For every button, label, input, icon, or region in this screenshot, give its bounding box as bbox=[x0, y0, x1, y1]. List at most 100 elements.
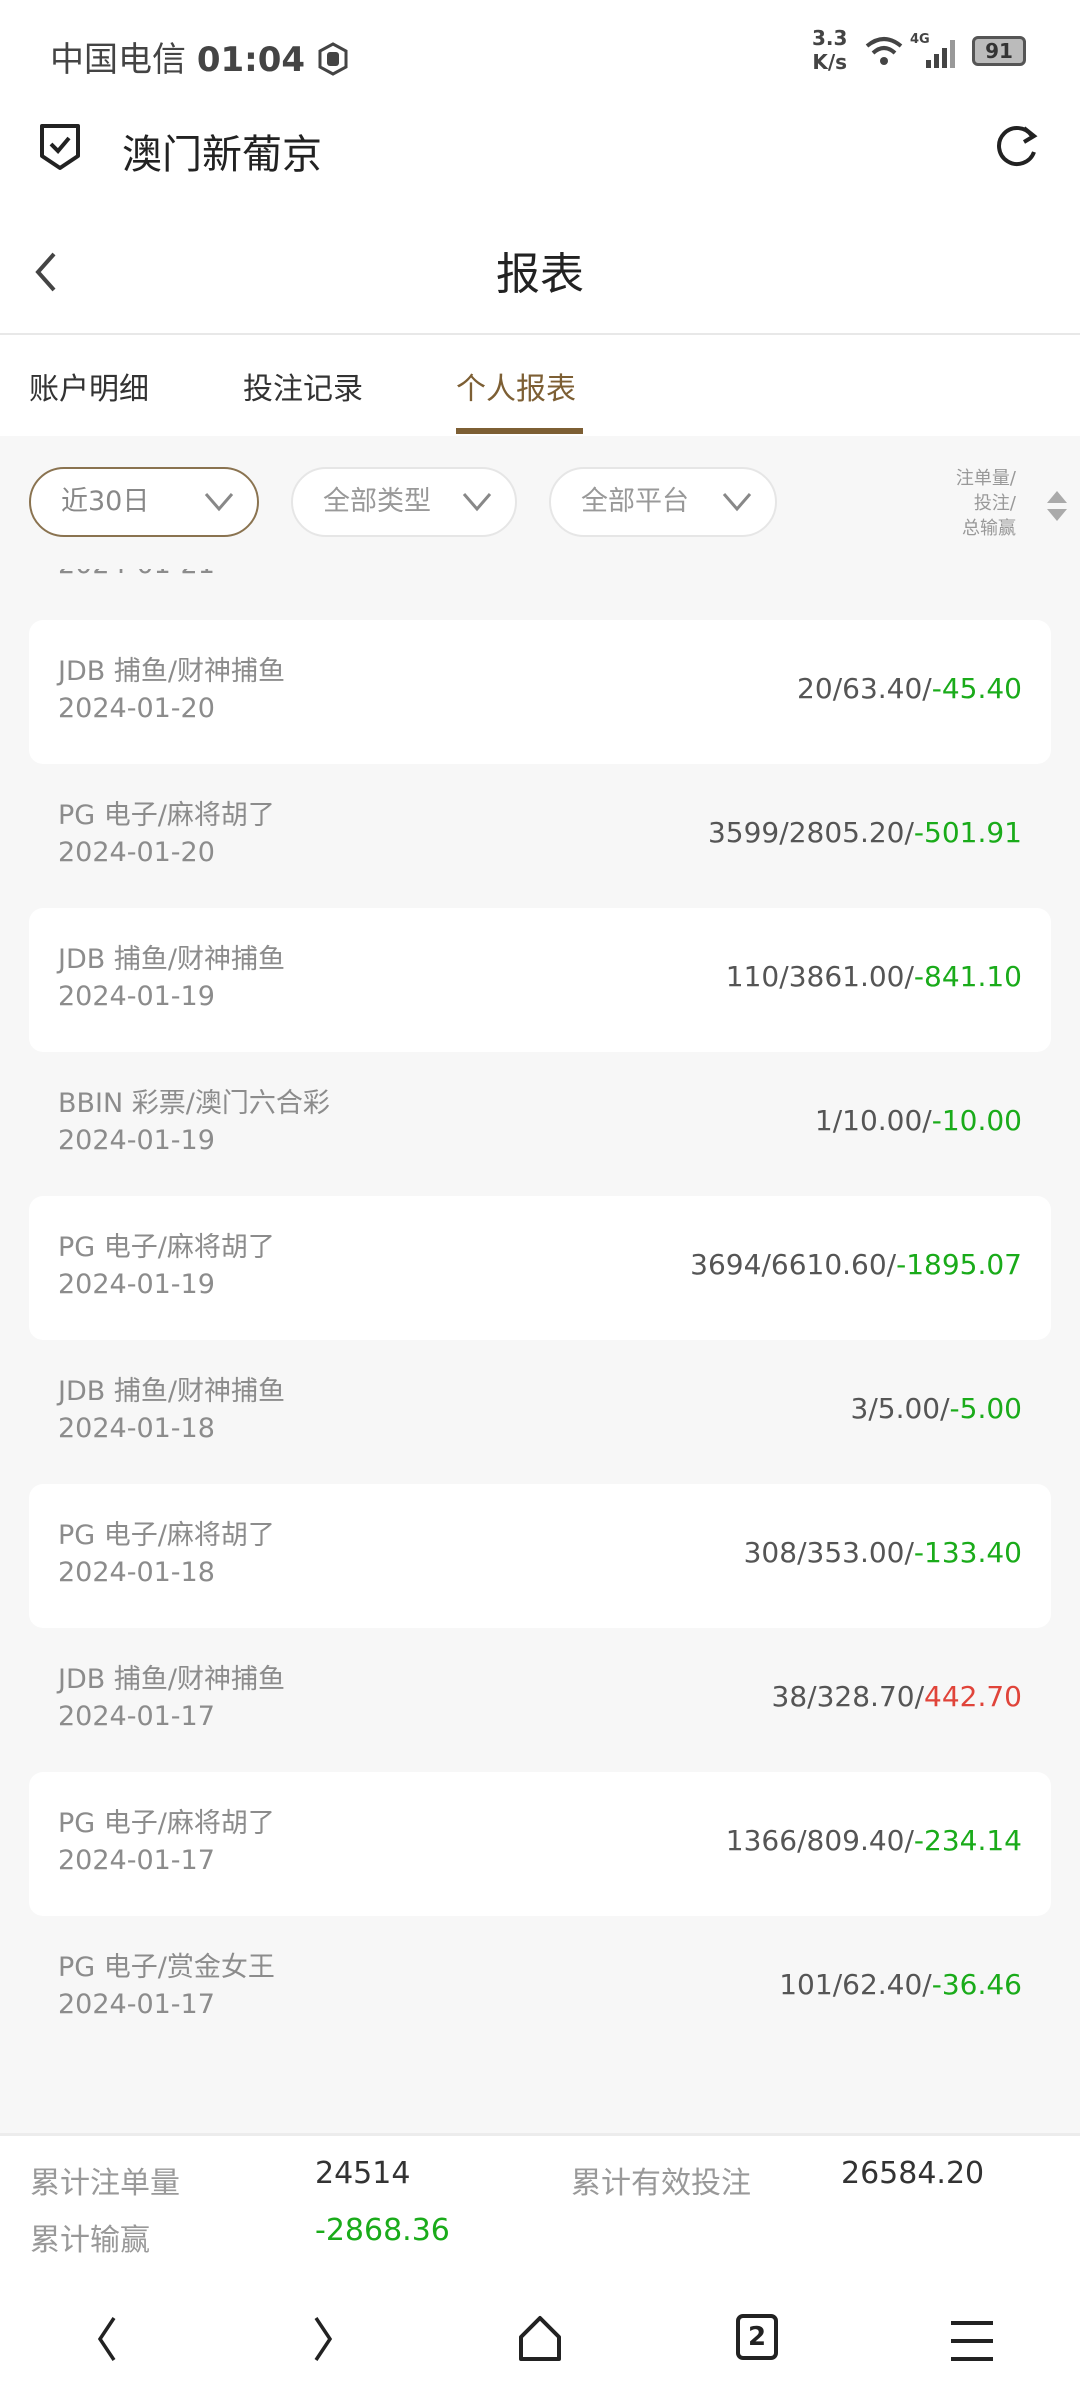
item-bet: 3861.00 bbox=[788, 960, 905, 993]
list-item[interactable]: JDB 捕鱼/财神捕鱼 2024-01-19 110/3861.00/-841.… bbox=[29, 908, 1051, 1052]
item-win: -501.91 bbox=[913, 816, 1022, 849]
item-title: JDB 捕鱼/财神捕鱼 bbox=[58, 1376, 285, 1407]
speed-unit: K/s bbox=[812, 50, 848, 74]
total-win-value: -2868.36 bbox=[315, 2213, 450, 2248]
tab-bar: 账户明细 投注记录 个人报表 bbox=[0, 336, 1080, 436]
item-bet: 63.40 bbox=[842, 672, 923, 705]
total-count-value: 24514 bbox=[315, 2156, 411, 2191]
chevron-down-icon bbox=[722, 493, 752, 512]
app-title: 澳门新葡京 bbox=[122, 132, 322, 178]
item-bet: 2805.20 bbox=[788, 816, 905, 849]
item-title: JDB 捕鱼/财神捕鱼 bbox=[58, 944, 285, 975]
tab-account-details[interactable]: 账户明细 bbox=[29, 372, 149, 407]
item-win: -36.46 bbox=[931, 1968, 1022, 2001]
list-item[interactable]: PG 电子/麻将胡了 2024-01-17 1366/809.40/-234.1… bbox=[29, 1772, 1051, 1916]
sort-icon[interactable] bbox=[1046, 490, 1068, 522]
platform-filter-value: 全部平台 bbox=[581, 486, 689, 517]
item-title: PG 电子/麻将胡了 bbox=[58, 1808, 275, 1839]
sort-label-line: 投注/ bbox=[973, 493, 1016, 514]
list-item[interactable]: PG 电子/麻将胡了 2024-01-20 3599/2805.20/-501.… bbox=[29, 764, 1051, 908]
period-filter-value: 近30日 bbox=[61, 486, 150, 517]
list-item[interactable]: PG 电子/赏金女王 2024-01-17 101/62.40/-36.46 bbox=[29, 1916, 1051, 2060]
network-type: 4G bbox=[910, 32, 930, 47]
total-count-label: 累计注单量 bbox=[30, 2166, 180, 2201]
item-values: 20/63.40/-45.40 bbox=[797, 672, 1022, 705]
network-speed: 3.3 K/s bbox=[812, 26, 847, 74]
total-win-label: 累计输赢 bbox=[30, 2223, 150, 2258]
item-date: 2024-01-19 bbox=[58, 1125, 215, 1156]
item-count: 101 bbox=[779, 1968, 833, 2001]
total-bet-value: 26584.20 bbox=[841, 2156, 985, 2191]
item-values: 1/10.00/-10.00 bbox=[814, 1104, 1022, 1137]
item-values: 1366/809.40/-234.14 bbox=[725, 1824, 1022, 1857]
item-date: 2024-01-19 bbox=[58, 1269, 215, 1300]
browser-nav-bar: 2 bbox=[0, 2290, 1080, 2400]
home-icon[interactable] bbox=[517, 2315, 563, 2363]
type-filter-value: 全部类型 bbox=[323, 486, 431, 517]
list-item[interactable]: PG 电子/麻将胡了 2024-01-18 308/353.00/-133.40 bbox=[29, 1484, 1051, 1628]
item-date: 2024-01-20 bbox=[58, 693, 215, 724]
item-bet: 10.00 bbox=[842, 1104, 923, 1137]
battery-icon: 91 bbox=[972, 36, 1026, 66]
sort-label-line: 总输赢 bbox=[962, 518, 1016, 539]
item-date: 2024-01-17 bbox=[58, 1701, 215, 1732]
item-bet: 328.70 bbox=[816, 1680, 915, 1713]
item-win: -10.00 bbox=[931, 1104, 1022, 1137]
carrier-time: 中国电信 01:04 bbox=[50, 32, 350, 81]
period-filter[interactable]: 近30日 bbox=[29, 467, 259, 537]
list-item[interactable]: JDB 捕鱼/财神捕鱼 2024-01-18 3/5.00/-5.00 bbox=[29, 1340, 1051, 1484]
item-win: -133.40 bbox=[913, 1536, 1022, 1569]
item-count: 3694 bbox=[690, 1248, 762, 1281]
forward-icon[interactable] bbox=[310, 2315, 336, 2363]
list-item[interactable]: PG 电子/麻将胡了 2024-01-19 3694/6610.60/-1895… bbox=[29, 1196, 1051, 1340]
refresh-icon[interactable] bbox=[994, 122, 1040, 172]
item-title: JDB 捕鱼/财神捕鱼 bbox=[58, 656, 285, 687]
item-count: 38 bbox=[771, 1680, 808, 1713]
item-bet: 62.40 bbox=[842, 1968, 923, 2001]
list-item-partial[interactable]: 2024-01-21 bbox=[29, 569, 1051, 620]
platform-filter[interactable]: 全部平台 bbox=[549, 467, 777, 537]
item-win: -45.40 bbox=[931, 672, 1022, 705]
item-win: -1895.07 bbox=[896, 1248, 1022, 1281]
item-count: 3599 bbox=[707, 816, 780, 849]
item-date: 2024-01-17 bbox=[58, 1845, 215, 1876]
page-title: 报表 bbox=[496, 249, 584, 300]
total-bet-label: 累计有效投注 bbox=[571, 2166, 751, 2201]
item-title: JDB 捕鱼/财神捕鱼 bbox=[58, 1664, 285, 1695]
item-title: BBIN 彩票/澳门六合彩 bbox=[58, 1088, 330, 1119]
report-list[interactable]: 2024-01-21 JDB 捕鱼/财神捕鱼 2024-01-20 20/63.… bbox=[0, 569, 1080, 2133]
item-bet: 809.40 bbox=[806, 1824, 905, 1857]
item-bet: 6610.60 bbox=[770, 1248, 887, 1281]
item-bet: 353.00 bbox=[806, 1536, 905, 1569]
wifi-icon bbox=[865, 37, 903, 65]
sort-label[interactable]: 注单量/投注/总输赢 bbox=[956, 466, 1016, 541]
list-item[interactable]: JDB 捕鱼/财神捕鱼 2024-01-17 38/328.70/442.70 bbox=[29, 1628, 1051, 1772]
tabs-count-button[interactable]: 2 bbox=[736, 2314, 778, 2360]
item-values: 3694/6610.60/-1895.07 bbox=[690, 1248, 1022, 1281]
menu-icon[interactable] bbox=[951, 2320, 993, 2362]
list-item[interactable]: JDB 捕鱼/财神捕鱼 2024-01-20 20/63.40/-45.40 bbox=[29, 620, 1051, 764]
clock: 01:04 bbox=[196, 40, 306, 80]
tab-personal-report[interactable]: 个人报表 bbox=[456, 372, 576, 407]
back-icon[interactable] bbox=[94, 2315, 120, 2363]
status-bar: 中国电信 01:04 3.3 K/s 4G 91 bbox=[0, 0, 1080, 100]
item-date: 2024-01-18 bbox=[58, 1557, 215, 1588]
item-values: 3599/2805.20/-501.91 bbox=[707, 816, 1022, 849]
signal-icon bbox=[926, 40, 955, 68]
item-title: PG 电子/麻将胡了 bbox=[58, 800, 275, 831]
item-win: -841.10 bbox=[913, 960, 1022, 993]
list-item[interactable]: BBIN 彩票/澳门六合彩 2024-01-19 1/10.00/-10.00 bbox=[29, 1052, 1051, 1196]
tab-bet-records[interactable]: 投注记录 bbox=[243, 372, 363, 407]
item-title: PG 电子/麻将胡了 bbox=[58, 1520, 275, 1551]
chevron-down-icon bbox=[204, 493, 234, 512]
item-win: -234.14 bbox=[913, 1824, 1022, 1857]
item-count: 1 bbox=[814, 1104, 833, 1137]
back-icon[interactable] bbox=[34, 250, 58, 294]
item-count: 110 bbox=[725, 960, 780, 993]
item-title: PG 电子/赏金女王 bbox=[58, 1952, 275, 1983]
type-filter[interactable]: 全部类型 bbox=[291, 467, 517, 537]
hand-icon bbox=[318, 42, 348, 76]
item-date: 2024-01-20 bbox=[58, 837, 215, 868]
page-header bbox=[0, 205, 1080, 335]
item-date: 2024-01-19 bbox=[58, 981, 215, 1012]
